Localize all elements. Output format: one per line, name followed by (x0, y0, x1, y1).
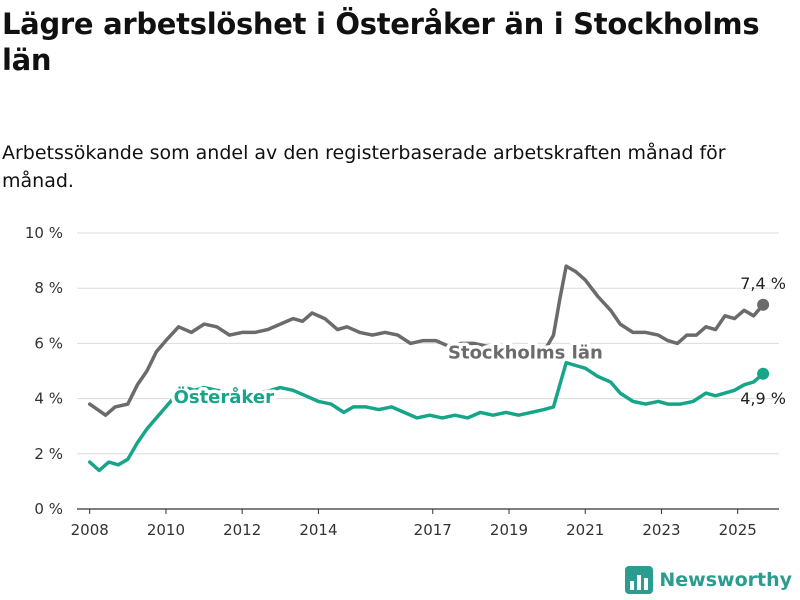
series-end-label: 7,4 % (740, 274, 786, 293)
grid-lines (77, 232, 779, 510)
bar-chart-logo-icon (625, 566, 654, 594)
series-end-label: 4,9 % (740, 389, 786, 408)
series-name-halo: Stockholms län (448, 343, 603, 364)
series-name-label: Stockholms län (448, 343, 603, 364)
series-name-halo: Österåker (174, 386, 275, 408)
series-end-marker (757, 367, 770, 380)
y-tick-label: 8 % (34, 279, 63, 297)
x-tick-label: 2017 (414, 521, 452, 539)
series-end-marker (757, 298, 770, 311)
x-tick-label: 2025 (719, 521, 757, 539)
x-tick-label: 2008 (71, 521, 109, 539)
series-name-label: Österåker (174, 386, 275, 408)
x-tick-label: 2014 (299, 521, 337, 539)
series-line (87, 360, 765, 473)
x-tick-label: 2010 (147, 521, 185, 539)
x-tick-label: 2021 (566, 521, 604, 539)
y-tick-label: 0 % (34, 500, 63, 518)
brand-logo: Newsworthy (625, 566, 792, 594)
series-lines (87, 264, 770, 473)
y-tick-label: 10 % (25, 224, 63, 242)
y-tick-label: 4 % (34, 390, 63, 408)
x-tick-label: 2019 (490, 521, 528, 539)
chart-title: Lägre arbetslöshet i Österåker än i Stoc… (2, 7, 760, 77)
brand-name: Newsworthy (659, 569, 792, 591)
chart-subtitle: Arbetssökande som andel av den registerb… (2, 142, 726, 192)
y-tick-label: 6 % (34, 334, 63, 352)
x-axis: 2008 2010 2012 2014 2017 2019 2021 2023 2025 (71, 509, 757, 539)
x-tick-label: 2023 (642, 521, 680, 539)
y-tick-label: 2 % (34, 445, 63, 463)
x-tick-label: 2012 (223, 521, 261, 539)
series-line (87, 264, 765, 417)
y-axis: 0 % 2 % 4 % 6 % 8 % 10 % (25, 224, 63, 518)
